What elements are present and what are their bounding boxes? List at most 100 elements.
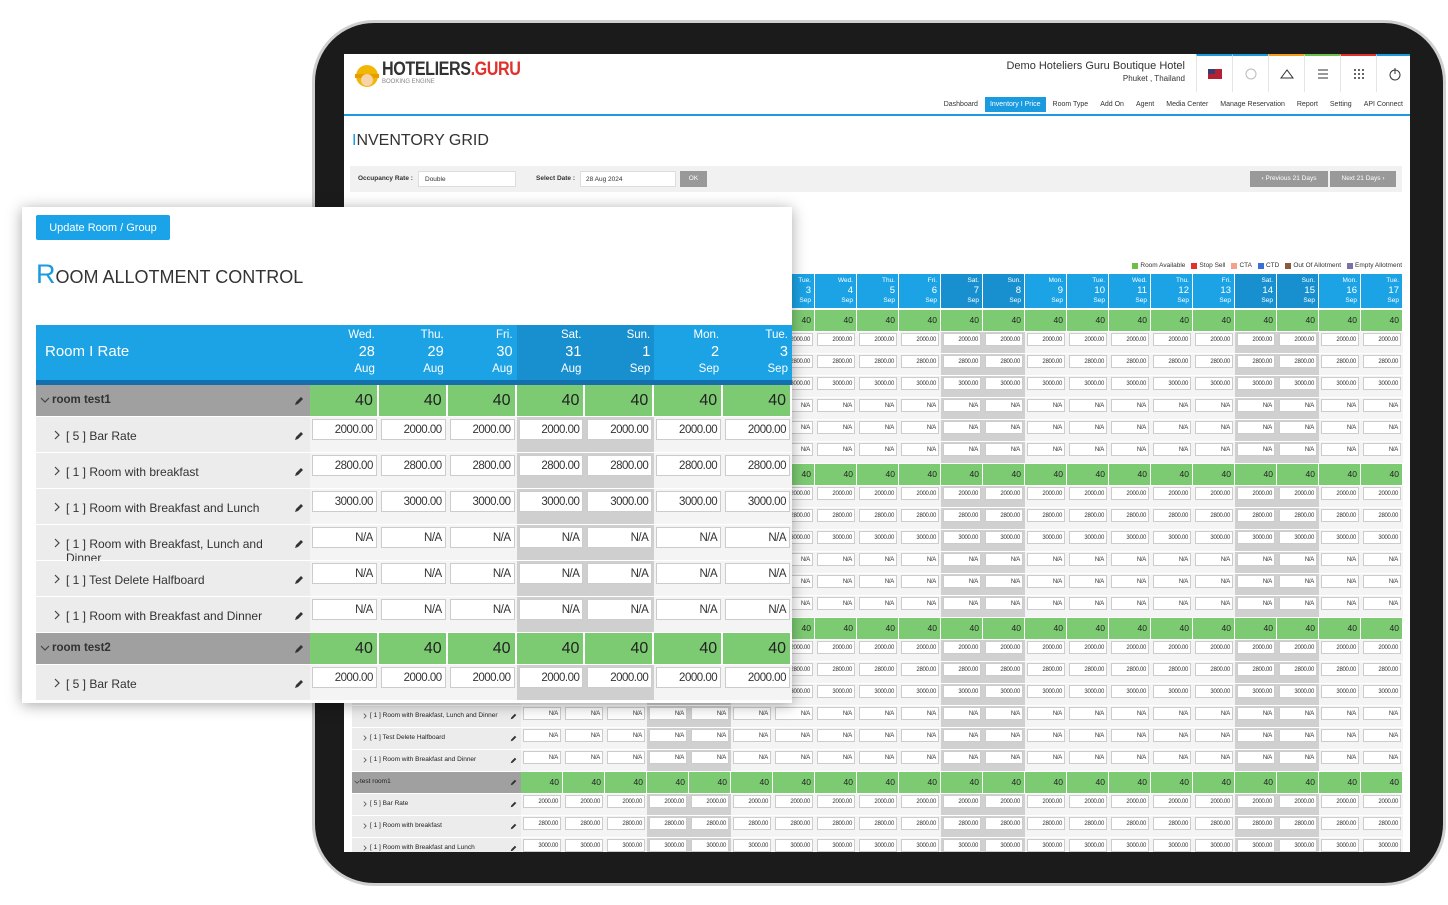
rate-input[interactable]: 3000.00 (1153, 839, 1191, 852)
rate-input[interactable]: 2000.00 (1279, 795, 1317, 808)
chevron-icon[interactable] (362, 823, 368, 829)
rate-input[interactable]: N/A (1069, 553, 1107, 566)
rate-input[interactable]: N/A (1321, 729, 1359, 742)
rate-input[interactable]: N/A (1069, 399, 1107, 412)
rate-input[interactable]: 2800.00 (859, 509, 897, 522)
allotment-cell[interactable]: 40 (857, 618, 898, 639)
rate-input[interactable]: 3000.00 (1363, 531, 1401, 544)
allotment-cell[interactable]: 40 (516, 385, 584, 416)
allotment-cell[interactable]: 40 (1151, 310, 1192, 331)
rate-input[interactable]: 2000.00 (1363, 795, 1401, 808)
rate-input[interactable]: N/A (565, 729, 603, 742)
allotment-cell[interactable]: 40 (899, 618, 940, 639)
rate-input[interactable]: N/A (607, 707, 645, 720)
chevron-icon[interactable] (52, 610, 62, 620)
rate-input[interactable]: 3000.00 (565, 839, 603, 852)
rate-input[interactable]: 3000.00 (1027, 685, 1065, 698)
rate-input[interactable]: 2800.00 (859, 355, 897, 368)
rate-input[interactable]: 2000.00 (985, 795, 1023, 808)
rate-input[interactable]: N/A (1237, 443, 1275, 456)
rate-input[interactable]: N/A (1195, 751, 1233, 764)
pencil-icon[interactable] (294, 467, 304, 477)
rate-input[interactable]: 3000.00 (901, 685, 939, 698)
rate-input[interactable]: N/A (1153, 443, 1191, 456)
allotment-cell[interactable]: 40 (899, 464, 940, 485)
rate-input[interactable]: N/A (859, 443, 897, 456)
allotment-cell[interactable]: 40 (563, 772, 604, 793)
rate-input[interactable]: N/A (380, 599, 446, 620)
rate-input[interactable]: 2800.00 (901, 663, 939, 676)
rate-input[interactable]: 2800.00 (607, 817, 645, 830)
rate-input[interactable]: 3000.00 (943, 685, 981, 698)
rate-input[interactable]: 2800.00 (1321, 509, 1359, 522)
allotment-cell[interactable]: 40 (605, 772, 646, 793)
rate-input[interactable]: 2800.00 (985, 509, 1023, 522)
nav-item[interactable]: Add On (1100, 101, 1124, 108)
rate-input[interactable]: N/A (518, 599, 584, 620)
rate-input[interactable]: 3000.00 (901, 531, 939, 544)
rate-input[interactable]: N/A (565, 707, 603, 720)
rate-input[interactable]: 2000.00 (943, 333, 981, 346)
allotment-cell[interactable]: 40 (731, 772, 772, 793)
rate-input[interactable]: 2000.00 (943, 795, 981, 808)
rate-input[interactable]: N/A (518, 527, 584, 548)
rate-input[interactable]: 2800.00 (1027, 663, 1065, 676)
rate-input[interactable]: N/A (656, 563, 722, 584)
rate-input[interactable]: N/A (859, 707, 897, 720)
occupancy-select[interactable]: Double (418, 171, 516, 187)
pencil-icon[interactable] (510, 823, 517, 830)
rate-input[interactable]: 3000.00 (1069, 839, 1107, 852)
rate-input[interactable]: 3000.00 (587, 491, 653, 512)
rate-input[interactable]: 2800.00 (1069, 355, 1107, 368)
rate-input[interactable]: N/A (1363, 707, 1401, 720)
rate-input[interactable]: N/A (1027, 575, 1065, 588)
rate-input[interactable]: N/A (859, 399, 897, 412)
rate-input[interactable]: 2000.00 (1069, 333, 1107, 346)
allotment-cell[interactable]: 40 (1361, 310, 1402, 331)
chevron-icon[interactable] (362, 757, 368, 763)
rate-input[interactable]: N/A (656, 599, 722, 620)
rate-input[interactable]: 2800.00 (817, 817, 855, 830)
allotment-cell[interactable]: 40 (941, 464, 982, 485)
rate-input[interactable]: 2000.00 (1111, 333, 1149, 346)
rate-input[interactable]: N/A (817, 421, 855, 434)
rate-input[interactable]: N/A (1363, 751, 1401, 764)
rate-input[interactable]: 2000.00 (1069, 641, 1107, 654)
rate-input[interactable]: 2000.00 (1153, 333, 1191, 346)
allotment-cell[interactable]: 40 (983, 310, 1024, 331)
allotment-cell[interactable]: 40 (1235, 310, 1276, 331)
rate-input[interactable]: 2800.00 (775, 817, 813, 830)
rate-input[interactable]: N/A (1111, 575, 1149, 588)
allotment-cell[interactable]: 40 (1235, 772, 1276, 793)
rate-input[interactable]: 2000.00 (1363, 333, 1401, 346)
rate-input[interactable]: 3000.00 (312, 491, 377, 512)
rate-input[interactable]: 2800.00 (1195, 663, 1233, 676)
rate-input[interactable]: N/A (449, 563, 515, 584)
rate-input[interactable]: 2800.00 (985, 817, 1023, 830)
rate-input[interactable]: N/A (1237, 707, 1275, 720)
rate-input[interactable]: N/A (1237, 399, 1275, 412)
rate-input[interactable]: 2800.00 (1237, 355, 1275, 368)
rate-input[interactable]: 2800.00 (1195, 509, 1233, 522)
rate-input[interactable]: N/A (775, 751, 813, 764)
rate-input[interactable]: 2800.00 (587, 455, 653, 476)
rate-input[interactable]: 2800.00 (943, 817, 981, 830)
rate-input[interactable]: 2800.00 (859, 817, 897, 830)
rate-input[interactable]: 2800.00 (943, 663, 981, 676)
rate-input[interactable]: N/A (1111, 597, 1149, 610)
header-icon[interactable] (1313, 64, 1333, 84)
rate-input[interactable]: N/A (1279, 553, 1317, 566)
rate-input[interactable]: N/A (1363, 729, 1401, 742)
rate-input[interactable]: N/A (733, 707, 771, 720)
rate-input[interactable]: 3000.00 (1279, 377, 1317, 390)
rate-input[interactable]: 2800.00 (817, 355, 855, 368)
rate-input[interactable]: N/A (449, 599, 515, 620)
rate-input[interactable]: N/A (649, 707, 687, 720)
rate-input[interactable]: N/A (649, 751, 687, 764)
rate-input[interactable]: 3000.00 (649, 839, 687, 852)
rate-input[interactable]: N/A (1153, 421, 1191, 434)
rate-input[interactable]: 2800.00 (817, 663, 855, 676)
rate-input[interactable]: 2800.00 (1111, 817, 1149, 830)
rate-input[interactable]: 3000.00 (607, 839, 645, 852)
allotment-cell[interactable]: 40 (815, 618, 856, 639)
